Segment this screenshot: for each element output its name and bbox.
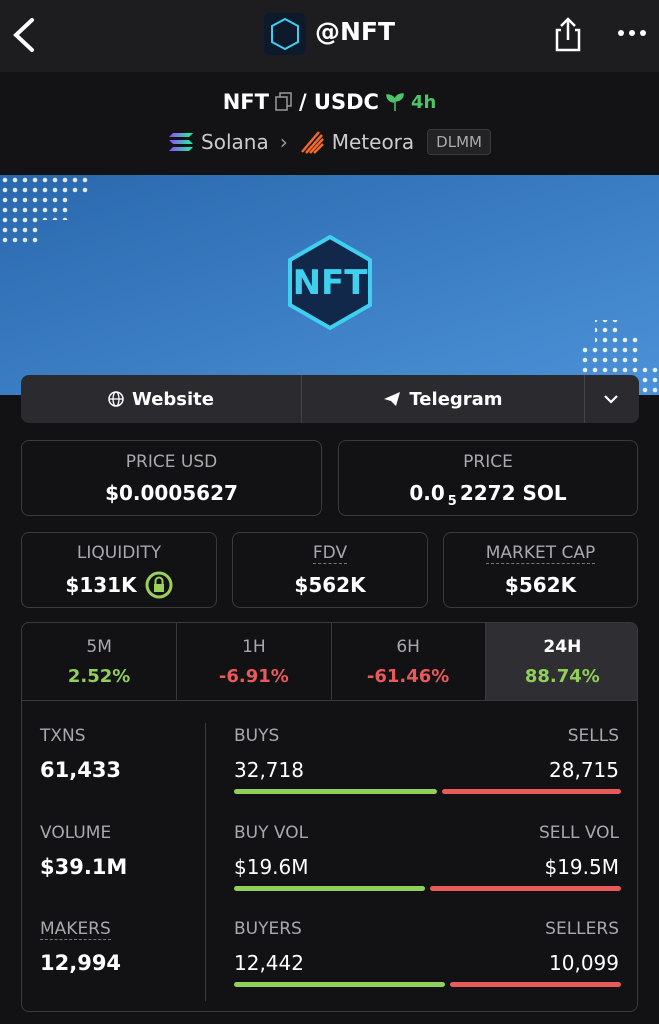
sell-value: $19.5M <box>544 854 619 879</box>
sell-label: SELL VOL <box>538 822 619 843</box>
fdv-card: FDV $562K <box>232 532 428 608</box>
website-link[interactable]: Website <box>21 375 301 423</box>
nav-title: @NFT <box>315 17 396 46</box>
price-native-card: PRICE 0.0 5 2272 SOL <box>338 440 638 516</box>
liquidity-label: LIQUIDITY <box>76 543 162 563</box>
liquidity-card: LIQUIDITY $131K <box>21 532 217 608</box>
more-links-button[interactable] <box>601 392 621 406</box>
timeframe-label: 24H <box>543 637 582 657</box>
sell-value: 28,715 <box>549 758 619 782</box>
timeframe-label: 1H <box>242 637 266 657</box>
sell-bar <box>442 789 621 794</box>
base-token: NFT <box>222 90 269 114</box>
price-suffix: 2272 SOL <box>459 481 567 505</box>
links-row: Website Telegram <box>21 375 639 423</box>
price-subscript: 5 <box>447 494 457 509</box>
buy-value: 32,718 <box>234 758 304 782</box>
sell-bar <box>430 885 621 891</box>
nav-bar: @NFT <box>0 0 659 72</box>
timeframe-change: -6.91% <box>218 666 289 687</box>
timeframe-change: 2.52% <box>67 666 131 687</box>
price-usd-label: PRICE USD <box>125 452 218 472</box>
sell-label: SELLERS <box>545 919 619 939</box>
buy-label: BUYS <box>234 726 280 746</box>
metric-value: $39.1M <box>40 854 128 879</box>
stats-panel: 5M 2.52% 1H -6.91% 6H -61.46% 24H 88.74% TXNS 61,… <box>21 622 638 1012</box>
pair-age: 4h <box>410 91 437 113</box>
timeframe-tab[interactable]: 6H -61.46% <box>330 623 485 700</box>
sell-value: 10,099 <box>549 951 619 975</box>
meteora-icon <box>300 131 324 154</box>
price-native-label: PRICE <box>463 452 513 472</box>
timeframe-change: -61.46% <box>366 666 450 687</box>
price-native-value: 0.0 5 2272 SOL <box>339 481 637 509</box>
banner-logo-text: NFT <box>293 263 369 303</box>
buy-label: BUYERS <box>234 919 302 939</box>
timeframe-label: 6H <box>396 637 420 657</box>
lock-icon <box>145 571 173 599</box>
pair-header: NFT / USDC 4h Solana › Meteora DLMM <box>0 72 659 175</box>
price-usd-card: PRICE USD $0.0005627 <box>21 440 322 516</box>
buy-value: 12,442 <box>234 951 304 975</box>
buy-value: $19.6M <box>234 854 309 879</box>
banner: NFT <box>0 175 659 395</box>
buy-bar <box>234 789 438 794</box>
timeframe-tab[interactable]: 1H -6.91% <box>176 623 330 700</box>
buy-label: BUY VOL <box>234 822 309 843</box>
telegram-link[interactable]: Telegram <box>302 375 584 423</box>
timeframe-tab[interactable]: 5M 2.52% <box>22 623 176 700</box>
buy-bar <box>234 885 426 891</box>
solana-icon <box>169 133 194 151</box>
sell-label: SELLS <box>567 726 619 746</box>
metric-label: TXNS <box>40 726 86 746</box>
chain-row: Solana › Meteora DLMM <box>0 129 659 155</box>
liquidity-value: $131K <box>65 573 137 597</box>
price-prefix: 0.0 <box>409 481 445 505</box>
fdv-label[interactable]: FDV <box>312 543 348 564</box>
buy-bar <box>234 982 445 987</box>
back-button[interactable] <box>10 16 42 54</box>
sprout-icon <box>386 93 404 111</box>
market-cap-value: $562K <box>504 573 577 597</box>
timeframe-label: 5M <box>86 637 112 657</box>
telegram-label: Telegram <box>409 388 503 410</box>
timeframe-change: 88.74% <box>524 666 600 687</box>
fdv-value: $562K <box>294 573 366 597</box>
metric-value: 12,994 <box>40 951 122 975</box>
market-cap-card: MARKET CAP $562K <box>443 532 638 608</box>
pair-row: NFT / USDC 4h <box>0 90 659 114</box>
quote-token: / USDC <box>298 90 379 114</box>
dex-badge: DLMM <box>427 129 491 155</box>
metric-label: VOLUME <box>40 822 112 843</box>
market-cap-label[interactable]: MARKET CAP <box>485 543 596 564</box>
timeframe-tab[interactable]: 24H 88.74% <box>484 623 637 700</box>
more-button[interactable] <box>616 26 648 40</box>
token-icon <box>264 13 306 55</box>
chain-name[interactable]: Solana <box>201 130 269 154</box>
copy-icon[interactable] <box>275 92 293 112</box>
dex-name[interactable]: Meteora <box>331 130 415 154</box>
sell-bar <box>449 982 621 987</box>
metric-label: MAKERS <box>40 919 111 940</box>
separator: › <box>279 130 288 154</box>
metric-value: 61,433 <box>40 758 122 782</box>
website-label: Website <box>131 388 214 410</box>
share-button[interactable] <box>552 16 584 54</box>
price-usd-value: $0.0005627 <box>105 481 238 505</box>
